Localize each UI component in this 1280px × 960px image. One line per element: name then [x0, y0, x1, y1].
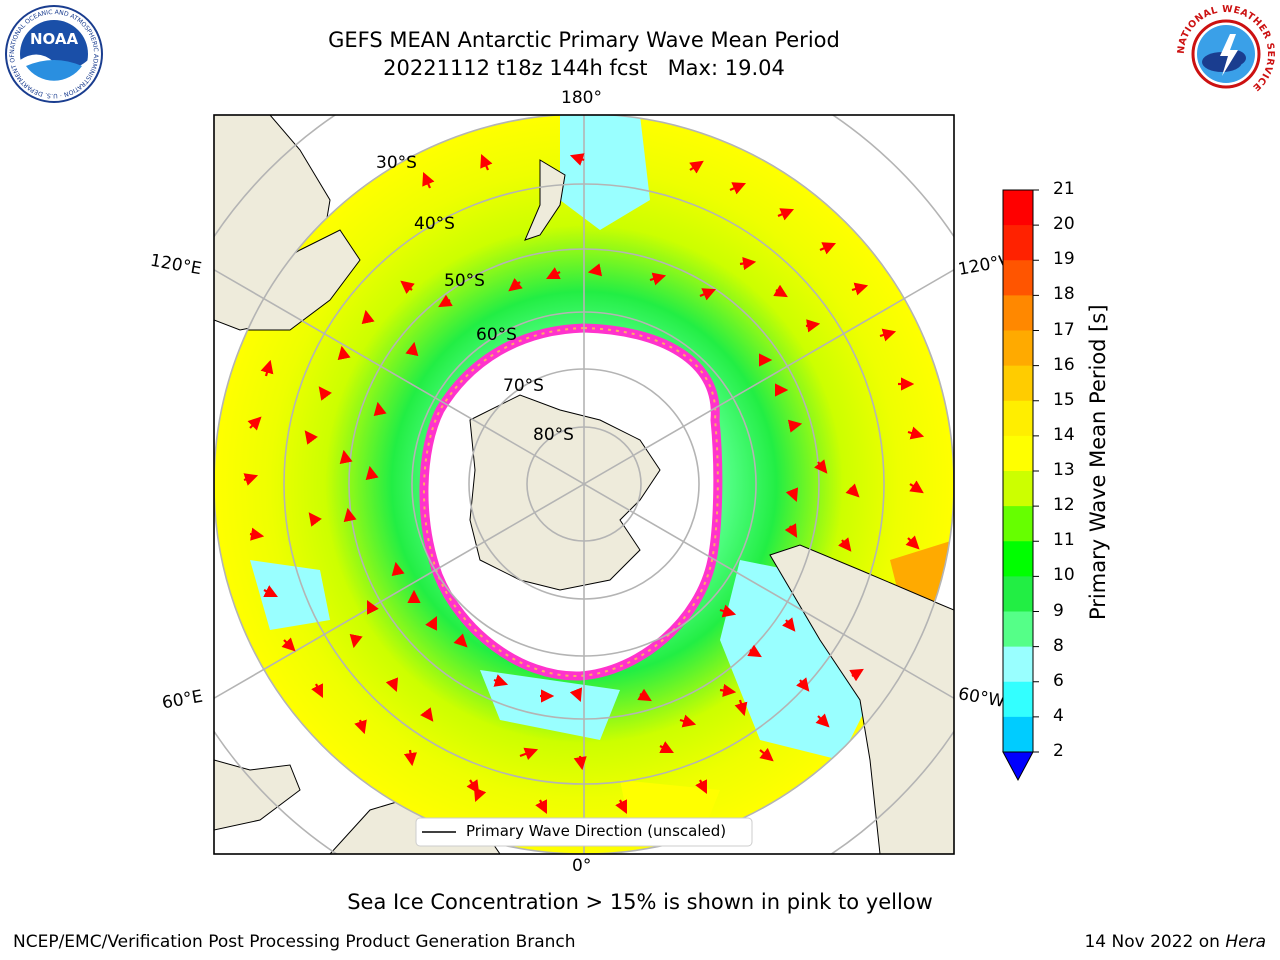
colorbar-segment	[1003, 190, 1033, 226]
colorbar-segments	[1003, 190, 1033, 753]
colorbar-segment	[1003, 365, 1033, 402]
colorbar-segment	[1003, 400, 1033, 437]
noaa-logo: NOAA NATIONAL OCEANIC AND ATMOSPHERIC AD…	[4, 4, 103, 103]
colorbar-tick-label: 4	[1053, 705, 1064, 726]
colorbar-tick-label: 19	[1053, 249, 1075, 270]
nws-logo: NATIONAL WEATHER SERVICE	[1176, 4, 1276, 102]
colorbar-tick-label: 21	[1053, 179, 1075, 199]
colorbar-tick-label: 8	[1053, 635, 1064, 656]
noaa-logo-text: NOAA	[30, 30, 79, 48]
colorbar-segment	[1003, 576, 1033, 612]
lat-label-80s: 80°S	[533, 425, 574, 445]
lon-label-180: 180°	[561, 88, 602, 108]
colorbar-tick-label: 17	[1053, 319, 1075, 340]
lat-label-40s: 40°S	[414, 214, 455, 234]
colorbar-segment	[1003, 435, 1033, 472]
map-subtitle: 20221112 t18z 144h fcst Max: 19.04	[383, 56, 785, 80]
colorbar-segment	[1003, 295, 1033, 331]
colorbar-segment	[1003, 681, 1033, 718]
footer-machine: Hera	[1225, 932, 1266, 952]
wave-direction-arrows	[243, 153, 925, 814]
colorbar-segment	[1003, 646, 1033, 683]
colorbar-tick-label: 11	[1053, 530, 1075, 551]
colorbar-tick-label: 9	[1053, 600, 1064, 621]
colorbar	[1002, 189, 1039, 782]
colorbar-tick-labels: 21 20 19 18 17 16 15 14 13 12 11 10 9 8 6 4 2	[1053, 179, 1093, 790]
footer-date: 14 Nov 2022 on Hera	[1084, 932, 1266, 952]
lat-label-50s: 50°S	[444, 271, 485, 291]
footer-credit: NCEP/EMC/Verification Post Processing Pr…	[13, 932, 576, 952]
colorbar-label: Primary Wave Mean Period [s]	[1086, 304, 1110, 620]
colorbar-segment	[1003, 330, 1033, 367]
lon-label-0: 0°	[572, 856, 592, 876]
colorbar-segment	[1003, 225, 1033, 261]
colorbar-tick-label: 13	[1053, 460, 1075, 480]
map-legend-label: Primary Wave Direction (unscaled)	[466, 822, 727, 840]
colorbar-tick-label: 14	[1053, 424, 1075, 445]
map-title: GEFS MEAN Antarctic Primary Wave Mean Pe…	[328, 28, 840, 52]
colorbar-tick-label: 15	[1053, 389, 1075, 410]
colorbar-ticks	[1033, 189, 1039, 753]
colorbar-tick-label: 2	[1053, 741, 1064, 761]
colorbar-segment	[1003, 611, 1033, 648]
lat-label-70s: 70°S	[503, 376, 544, 396]
sea-ice-caption: Sea Ice Concentration > 15% is shown in …	[347, 890, 933, 914]
colorbar-segment	[1003, 716, 1033, 753]
footer-date-text: 14 Nov 2022 on	[1084, 932, 1226, 952]
colorbar-segment	[1003, 506, 1033, 542]
colorbar-tick-label: 6	[1053, 670, 1064, 691]
colorbar-tick-label: 12	[1053, 495, 1075, 516]
lat-label-60s: 60°S	[476, 325, 517, 345]
lat-label-30s: 30°S	[376, 153, 417, 173]
colorbar-tick-label: 18	[1053, 284, 1075, 305]
colorbar-segment	[1003, 541, 1033, 577]
colorbar-segment	[1003, 471, 1033, 507]
colorbar-tick-label: 20	[1053, 214, 1075, 235]
colorbar-segment	[1003, 260, 1033, 296]
colorbar-tick-label: 10	[1053, 565, 1075, 586]
colorbar-tick-label: 16	[1053, 354, 1075, 375]
